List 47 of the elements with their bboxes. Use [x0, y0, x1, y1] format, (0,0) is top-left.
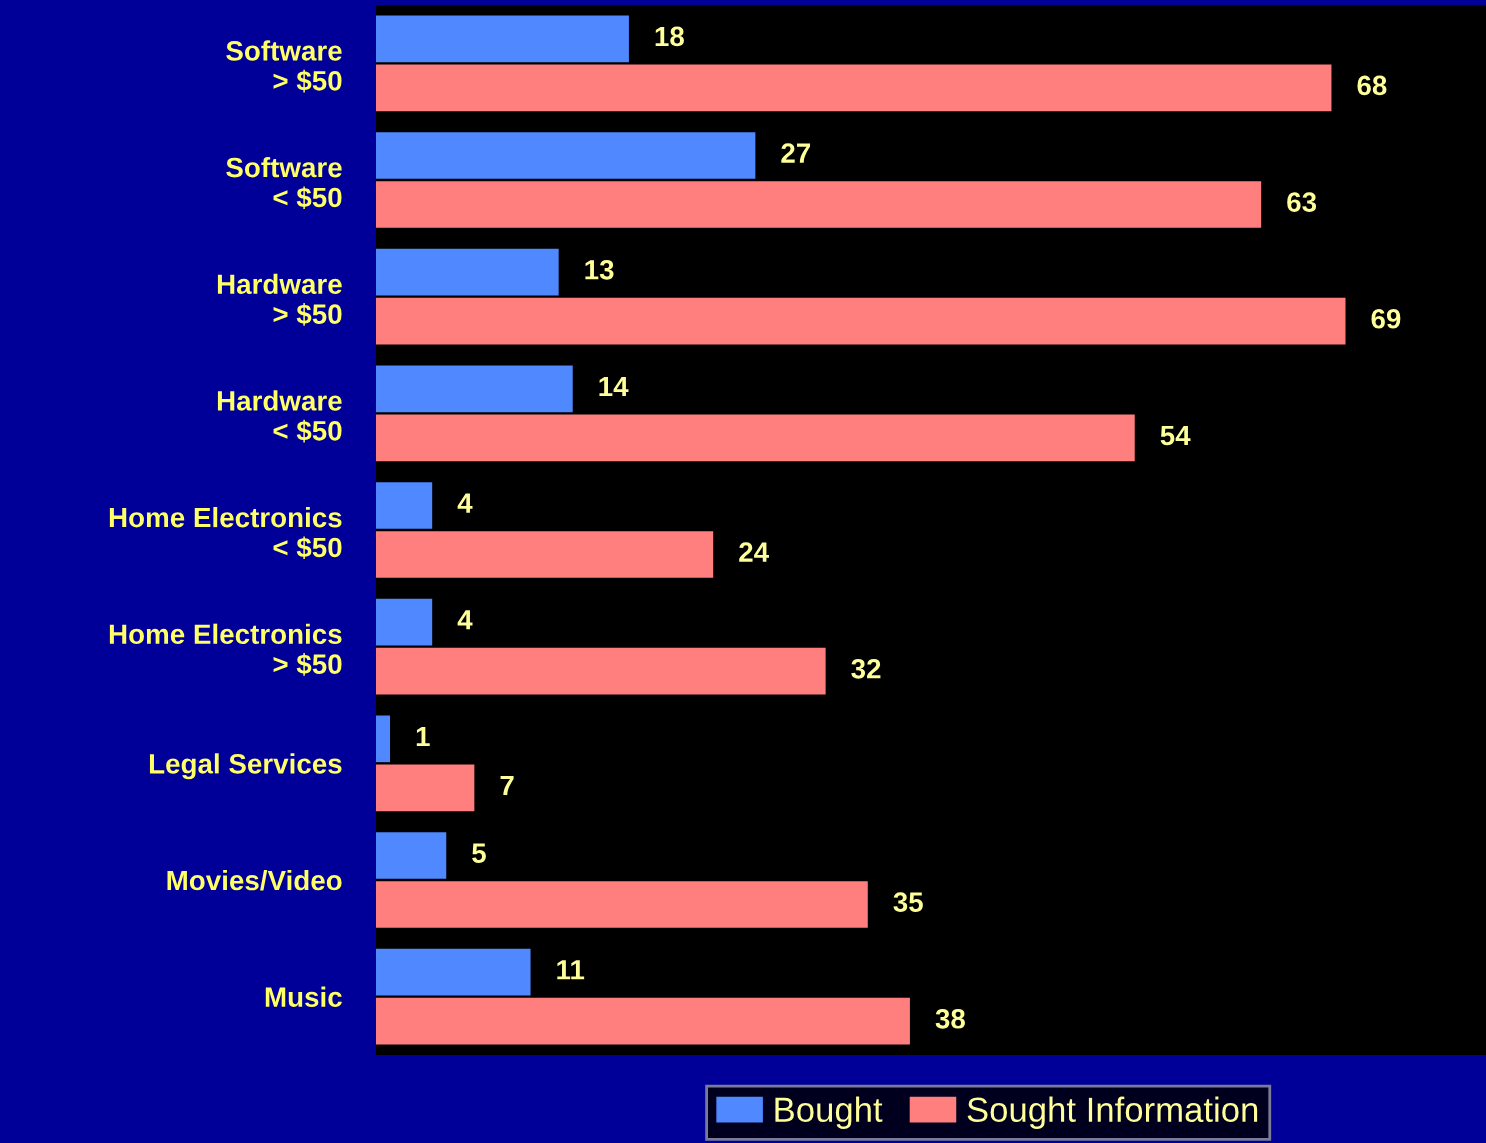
bar [376, 715, 391, 763]
data-label: 7 [500, 775, 514, 796]
data-label: 63 [1287, 192, 1317, 212]
bar [376, 482, 433, 529]
bar [376, 181, 1262, 228]
bar [376, 832, 447, 879]
bar [376, 15, 629, 63]
bar [376, 414, 1135, 462]
bar [376, 365, 573, 413]
data-label: 38 [935, 1008, 965, 1029]
data-label: 27 [781, 143, 811, 163]
data-label: 13 [585, 259, 614, 280]
data-label: 14 [599, 376, 629, 397]
bar [376, 248, 559, 296]
bar [376, 132, 756, 179]
y-tick-label: Movies/Video [167, 869, 342, 891]
bar [376, 297, 1346, 345]
data-label: 54 [1160, 425, 1191, 446]
bar [376, 64, 1332, 112]
data-label: 68 [1357, 75, 1387, 96]
data-label: 4 [457, 610, 473, 630]
y-tick-label: Home Electronics < $50 [109, 506, 342, 560]
y-tick-label: Software < $50 [226, 156, 342, 210]
bar [376, 531, 714, 578]
data-label: 69 [1371, 308, 1401, 329]
data-label: 1 [416, 726, 430, 747]
data-label: 11 [557, 960, 585, 980]
y-tick-label: Legal Services [149, 753, 342, 780]
data-label: 18 [655, 26, 684, 47]
legend-label: Bought [775, 1096, 883, 1129]
data-label: 5 [472, 843, 486, 863]
data-label: 24 [739, 542, 769, 562]
bar [376, 948, 531, 996]
data-label: 32 [851, 658, 881, 679]
data-label: 4 [457, 493, 473, 513]
bar [376, 764, 475, 812]
bar [376, 881, 868, 928]
y-tick-label: Software > $50 [226, 40, 342, 93]
y-tick-label: Hardware > $50 [217, 273, 342, 326]
bar [376, 647, 826, 695]
bar [376, 598, 433, 646]
bar [376, 997, 910, 1045]
data-label: 35 [893, 892, 923, 912]
legend-label: Sought Information [967, 1096, 1258, 1129]
y-tick-label: Home Electronics > $50 [109, 623, 342, 676]
y-tick-label: Music [265, 986, 342, 1008]
y-tick-label: Hardware < $50 [217, 390, 342, 443]
